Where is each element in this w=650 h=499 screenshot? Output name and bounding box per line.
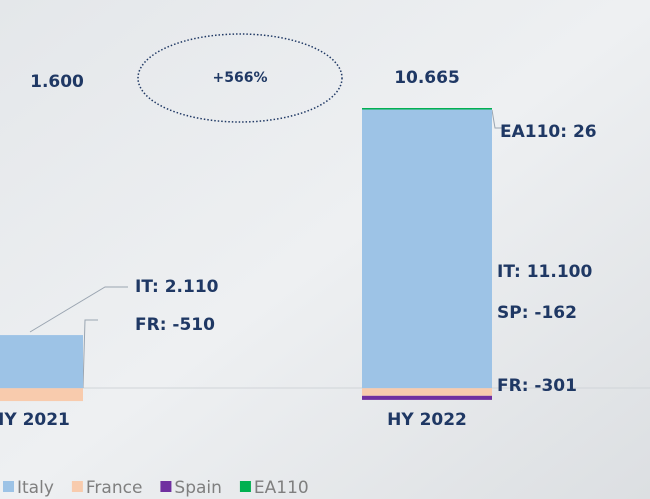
bar-segment [362, 108, 492, 110]
x-tick-label: HY 2021 [0, 410, 70, 430]
bar-segment [0, 335, 83, 388]
bar-segment [362, 109, 492, 389]
total-label: 10.665 [394, 68, 460, 88]
total-label: 1.600 [30, 72, 84, 92]
bar-segment [362, 388, 492, 396]
legend-label: Italy [17, 478, 54, 498]
bar-segment [362, 396, 492, 400]
background [0, 0, 650, 499]
chart: +566% IT: 2.110 FR: -510 1.600 HY 2021 IT: 1… [0, 0, 650, 499]
segment-label: EA110: 26 [500, 122, 597, 142]
legend-label: France [86, 478, 143, 498]
legend-label: Spain [174, 478, 222, 498]
growth-annotation: +566% [213, 70, 268, 86]
segment-label: SP: -162 [497, 303, 577, 323]
x-tick-label: HY 2022 [387, 410, 467, 430]
segment-label: FR: -301 [497, 376, 577, 396]
legend-swatch [160, 481, 171, 492]
legend-swatch [240, 481, 251, 492]
bar-segment [0, 388, 83, 401]
segment-label: IT: 11.100 [497, 262, 592, 282]
legend-label: EA110 [254, 478, 309, 498]
legend-swatch [72, 481, 83, 492]
legend-swatch [3, 481, 14, 492]
segment-label: IT: 2.110 [135, 277, 219, 297]
segment-label: FR: -510 [135, 315, 215, 335]
